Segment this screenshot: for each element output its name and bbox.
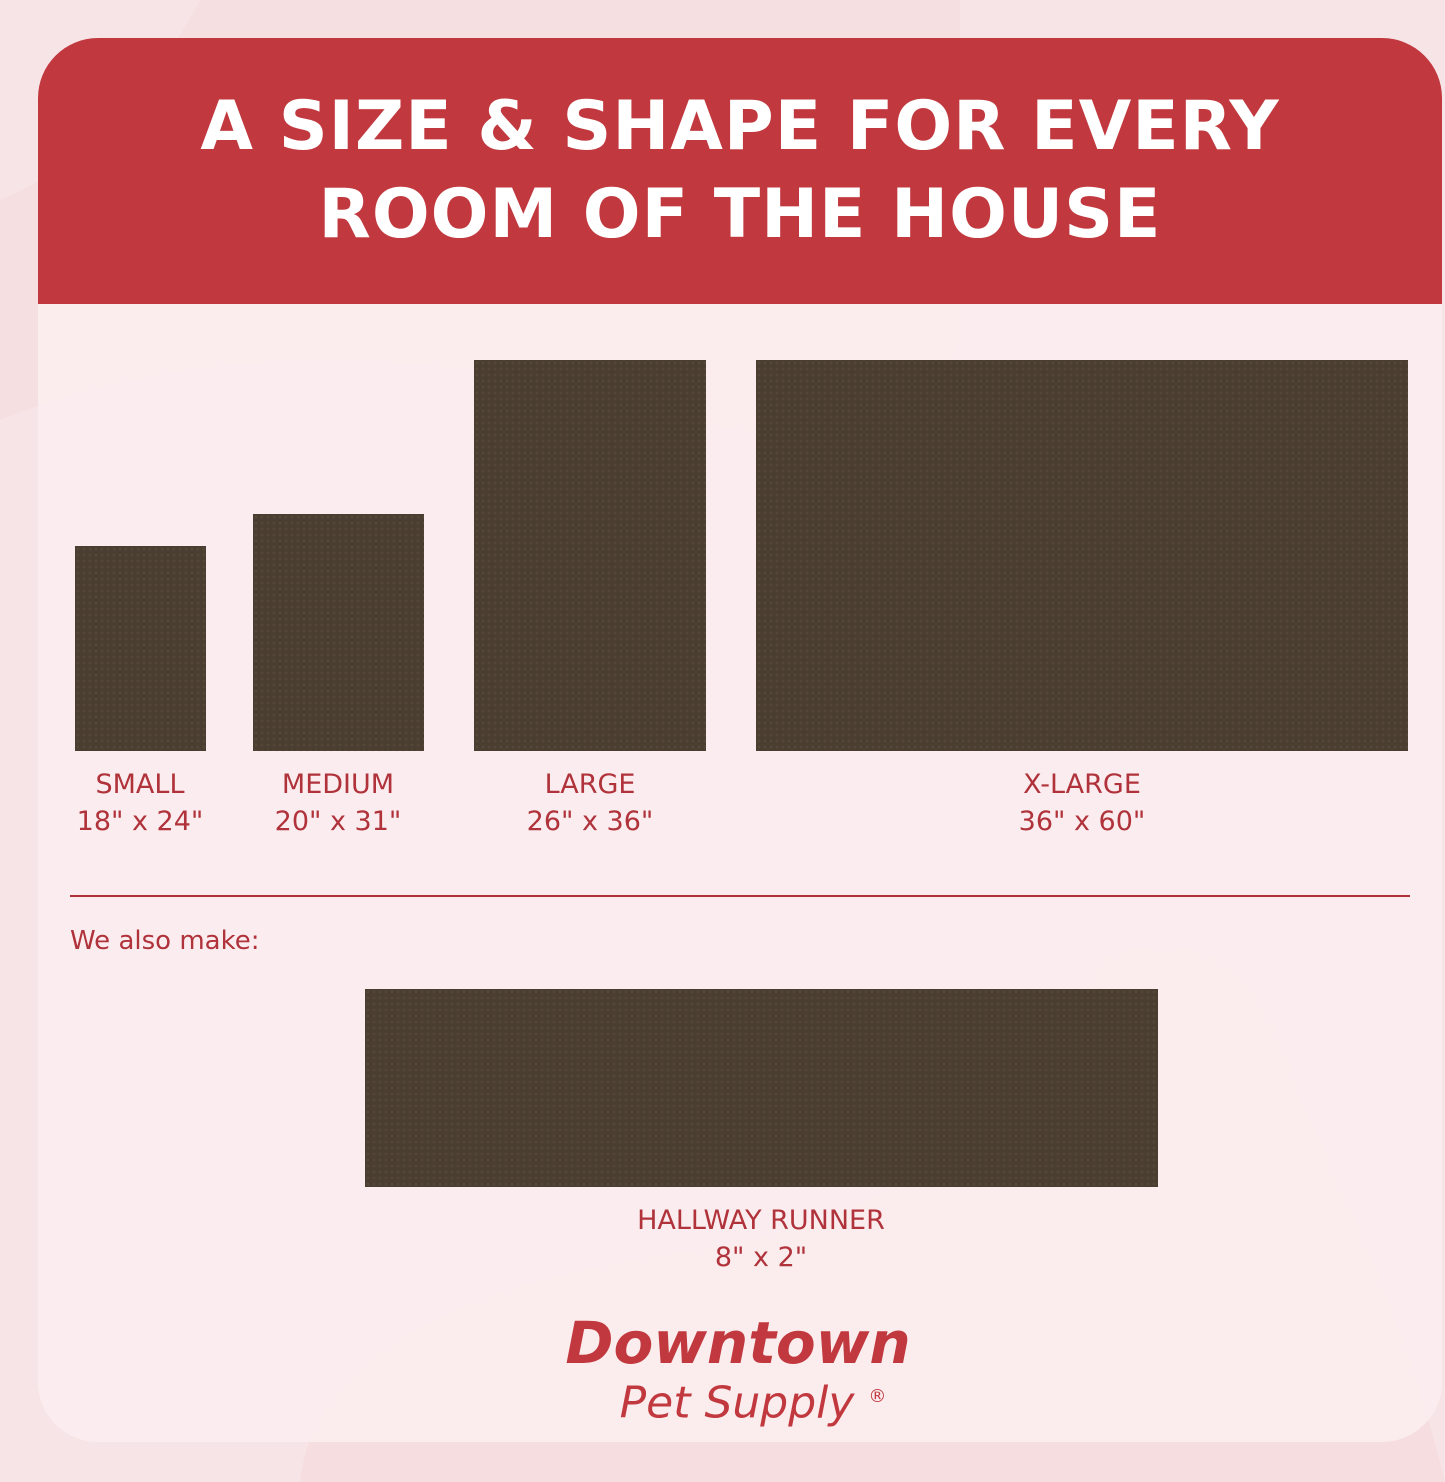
mat-x-large bbox=[756, 360, 1408, 751]
size-dims: 8" x 2" bbox=[714, 1242, 808, 1273]
size-name: SMALL bbox=[95, 769, 185, 800]
registered-mark: ® bbox=[868, 1386, 887, 1407]
size-dims: 18" x 24" bbox=[76, 806, 204, 837]
size-label-large: LARGE 26" x 36" bbox=[490, 766, 690, 840]
mat-medium bbox=[253, 514, 424, 751]
size-dims: 26" x 36" bbox=[526, 806, 654, 837]
size-label-small: SMALL 18" x 24" bbox=[40, 766, 240, 840]
also-make-label: We also make: bbox=[70, 926, 260, 956]
size-name: HALLWAY RUNNER bbox=[637, 1205, 885, 1236]
header-banner: A SIZE & SHAPE FOR EVERY ROOM OF THE HOU… bbox=[38, 38, 1442, 304]
size-label-x-large: X-LARGE 36" x 60" bbox=[982, 766, 1182, 840]
size-dims: 36" x 60" bbox=[1018, 806, 1146, 837]
size-dims: 20" x 31" bbox=[274, 806, 402, 837]
mat-large bbox=[474, 360, 706, 751]
size-label-medium: MEDIUM 20" x 31" bbox=[238, 766, 438, 840]
brand-logo: Downtown Pet Supply ® bbox=[538, 1313, 938, 1428]
mat-hallway-runner bbox=[365, 989, 1158, 1187]
size-label-runner: HALLWAY RUNNER 8" x 2" bbox=[561, 1202, 961, 1276]
headline-line1: A SIZE & SHAPE FOR EVERY bbox=[200, 87, 1280, 166]
mat-small bbox=[75, 546, 206, 751]
size-name: LARGE bbox=[544, 769, 636, 800]
size-name: MEDIUM bbox=[281, 769, 395, 800]
infographic-card: A SIZE & SHAPE FOR EVERY ROOM OF THE HOU… bbox=[38, 38, 1442, 1442]
size-name: X-LARGE bbox=[1023, 769, 1141, 800]
headline-line2: ROOM OF THE HOUSE bbox=[318, 175, 1162, 254]
logo-line2: Pet Supply bbox=[619, 1377, 855, 1429]
logo-line1: Downtown bbox=[565, 1309, 911, 1377]
divider bbox=[70, 895, 1410, 897]
